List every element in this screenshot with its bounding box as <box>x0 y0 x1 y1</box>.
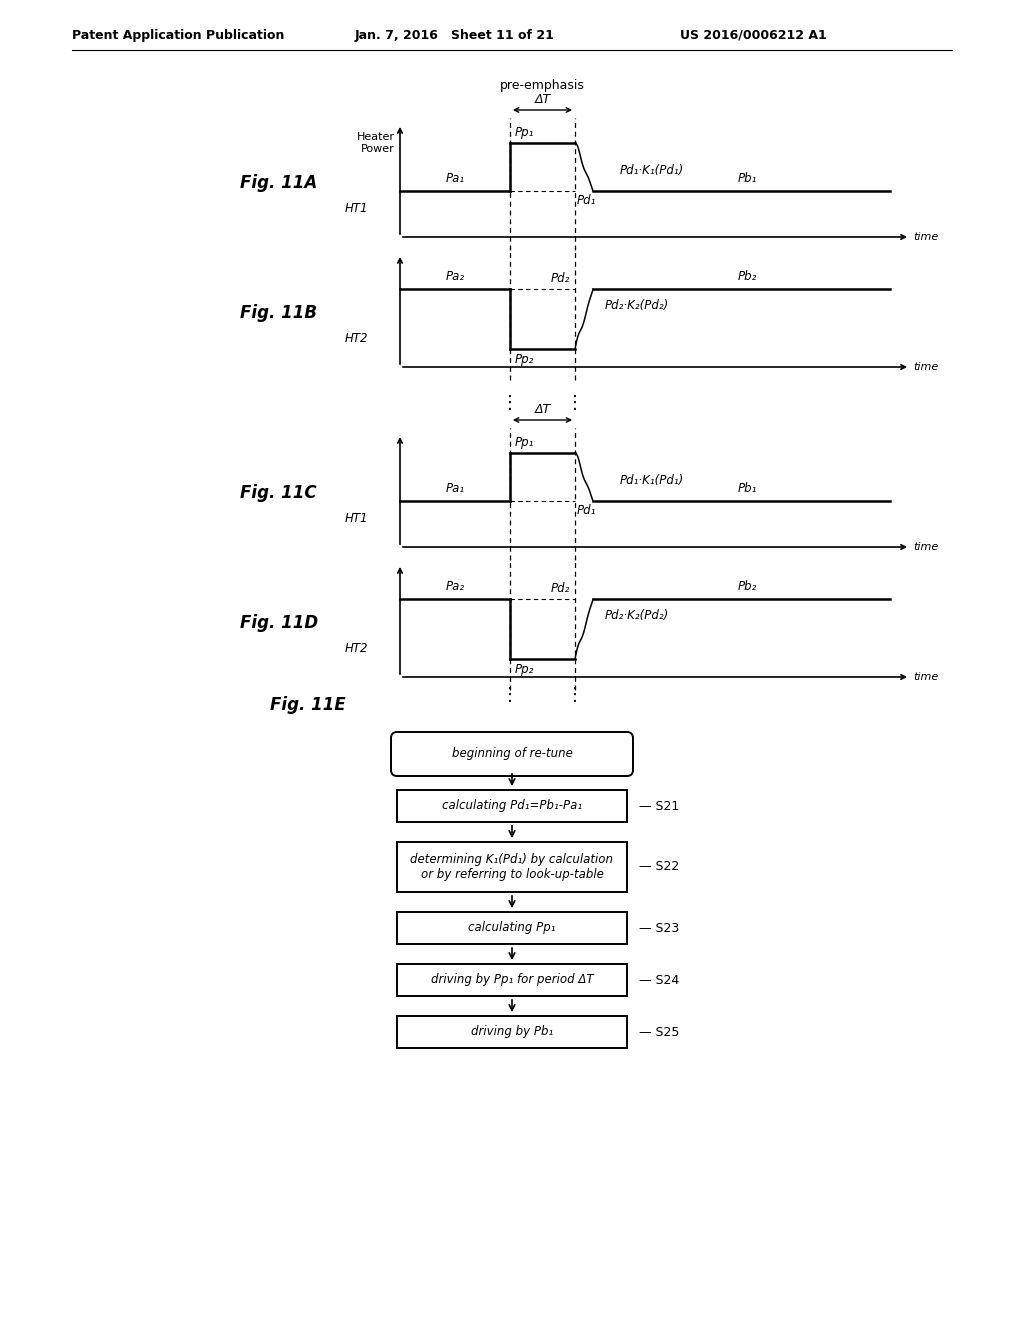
Text: ⋮: ⋮ <box>566 686 584 704</box>
Text: time: time <box>913 543 938 552</box>
Text: — S22: — S22 <box>639 861 679 874</box>
Text: Fig. 11D: Fig. 11D <box>240 614 318 631</box>
Text: — S24: — S24 <box>639 974 679 986</box>
Text: Fig. 11E: Fig. 11E <box>270 696 346 714</box>
Text: Fig. 11C: Fig. 11C <box>240 483 316 502</box>
Text: Pd₂: Pd₂ <box>551 272 570 285</box>
Text: Pa₂: Pa₂ <box>445 271 465 284</box>
Text: HT2: HT2 <box>345 643 369 655</box>
Text: time: time <box>913 672 938 682</box>
Text: ⋮: ⋮ <box>566 393 584 412</box>
Text: — S25: — S25 <box>639 1026 679 1039</box>
Bar <box>397 912 627 944</box>
Text: ⋮: ⋮ <box>501 393 519 412</box>
Text: Power: Power <box>361 144 395 154</box>
Text: Pd₁: Pd₁ <box>577 194 596 207</box>
Text: Pp₂: Pp₂ <box>515 354 535 366</box>
Text: driving by Pb₁: driving by Pb₁ <box>471 1026 553 1039</box>
Text: US 2016/0006212 A1: US 2016/0006212 A1 <box>680 29 826 41</box>
Text: calculating Pd₁=Pb₁-Pa₁: calculating Pd₁=Pb₁-Pa₁ <box>442 800 582 813</box>
Text: Patent Application Publication: Patent Application Publication <box>72 29 285 41</box>
Text: calculating Pp₁: calculating Pp₁ <box>468 921 556 935</box>
Text: — S21: — S21 <box>639 800 679 813</box>
Text: ΔT: ΔT <box>535 403 551 416</box>
Text: Jan. 7, 2016   Sheet 11 of 21: Jan. 7, 2016 Sheet 11 of 21 <box>355 29 555 41</box>
Text: time: time <box>913 232 938 242</box>
Bar <box>397 964 627 997</box>
Text: Pa₂: Pa₂ <box>445 581 465 594</box>
Text: Pb₂: Pb₂ <box>738 271 757 284</box>
Text: Pp₂: Pp₂ <box>515 663 535 676</box>
Text: Pd₂·K₂(Pd₂): Pd₂·K₂(Pd₂) <box>605 610 670 623</box>
Text: Heater: Heater <box>357 132 395 143</box>
Text: driving by Pp₁ for period ΔT: driving by Pp₁ for period ΔT <box>431 974 593 986</box>
Text: Fig. 11B: Fig. 11B <box>240 304 317 322</box>
FancyBboxPatch shape <box>391 733 633 776</box>
Bar <box>397 789 627 822</box>
Text: pre-emphasis: pre-emphasis <box>500 79 585 92</box>
Text: Pb₁: Pb₁ <box>738 482 757 495</box>
Text: Pd₂: Pd₂ <box>551 582 570 595</box>
Text: time: time <box>913 362 938 372</box>
Text: Pb₂: Pb₂ <box>738 581 757 594</box>
Text: HT1: HT1 <box>345 202 369 215</box>
Text: ΔT: ΔT <box>535 92 551 106</box>
Text: beginning of re-tune: beginning of re-tune <box>452 747 572 760</box>
Text: Pd₁·K₁(Pd₁): Pd₁·K₁(Pd₁) <box>620 164 684 177</box>
Text: determining K₁(Pd₁) by calculation
or by referring to look-up-table: determining K₁(Pd₁) by calculation or by… <box>411 853 613 880</box>
Text: HT1: HT1 <box>345 512 369 525</box>
Text: ⋮: ⋮ <box>501 686 519 704</box>
Text: Pd₁·K₁(Pd₁): Pd₁·K₁(Pd₁) <box>620 474 684 487</box>
Text: Pp₁: Pp₁ <box>515 436 535 449</box>
Text: Pd₁: Pd₁ <box>577 504 596 517</box>
Text: HT2: HT2 <box>345 333 369 346</box>
Bar <box>397 1016 627 1048</box>
Text: Pa₁: Pa₁ <box>445 172 465 185</box>
Bar <box>397 842 627 892</box>
Text: Pb₁: Pb₁ <box>738 172 757 185</box>
Text: Pa₁: Pa₁ <box>445 482 465 495</box>
Text: — S23: — S23 <box>639 921 679 935</box>
Text: Pd₂·K₂(Pd₂): Pd₂·K₂(Pd₂) <box>605 300 670 313</box>
Text: Fig. 11A: Fig. 11A <box>240 173 317 191</box>
Text: Pp₁: Pp₁ <box>515 125 535 139</box>
